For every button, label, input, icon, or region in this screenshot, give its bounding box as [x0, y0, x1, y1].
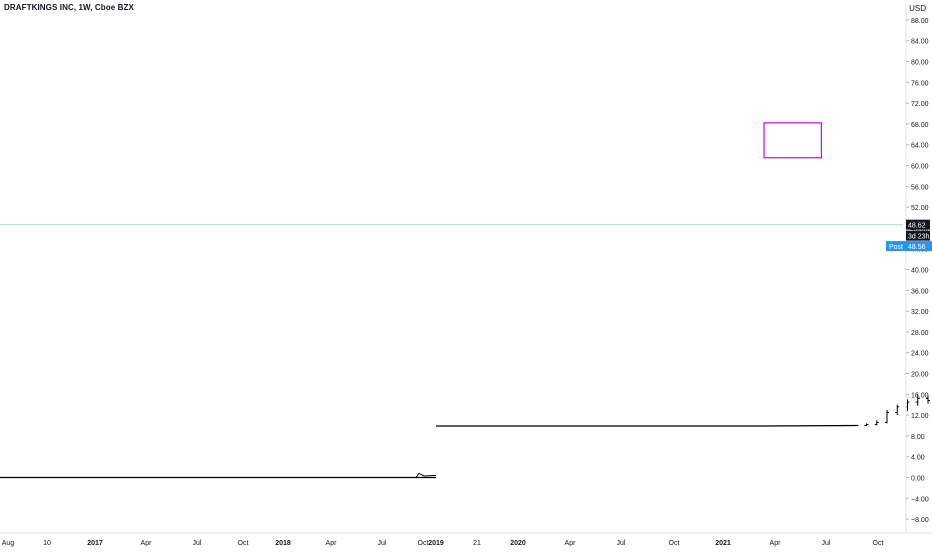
price-bars-layer — [0, 394, 930, 479]
last-price-badge: 48.62 — [906, 219, 930, 230]
countdown-badge: 3d 23h — [906, 230, 930, 241]
post-badge-bg — [886, 241, 932, 252]
x-tick-label: Jul — [378, 540, 387, 547]
symbol-title: DRAFTKINGS INC, 1W, Cboe BZX — [4, 3, 134, 12]
y-tick-label: 0.00 — [911, 476, 925, 483]
y-tick-label: 24.00 — [911, 351, 929, 358]
last-price-badge-bg — [906, 219, 930, 230]
y-tick-label: −8.00 — [911, 517, 929, 524]
post-label: Post — [889, 244, 903, 251]
y-tick-label: 88.00 — [911, 18, 929, 25]
x-tick-label: 2018 — [275, 540, 291, 547]
x-tick-label: Oct — [669, 540, 680, 547]
post-price: 48.56 — [908, 244, 926, 251]
x-tick-label: Apr — [565, 540, 577, 547]
y-tick-label: 20.00 — [911, 372, 929, 379]
x-tick-label: Oct — [873, 540, 884, 547]
y-tick-label: 60.00 — [911, 164, 929, 171]
y-tick-label: 40.00 — [911, 268, 929, 275]
last-price-badge-text: 48.62 — [908, 223, 926, 230]
y-tick-label: 84.00 — [911, 39, 929, 46]
spac-period-line — [763, 424, 859, 427]
y-tick-label: 68.00 — [911, 122, 929, 129]
badge-layer: 48.62 3d 23h Post 48.56 — [886, 219, 932, 252]
x-tick-label: 2019 — [428, 540, 444, 547]
y-tick-label: 76.00 — [911, 80, 929, 87]
x-tick-label: Jul — [193, 540, 202, 547]
y-tick-label: 8.00 — [911, 434, 925, 441]
y-tick-label: 64.00 — [911, 143, 929, 150]
magenta-rectangle-upper[interactable] — [763, 122, 823, 159]
y-tick-label: −4.00 — [911, 496, 929, 503]
x-tick-label: Oct — [238, 540, 249, 547]
x-tick-label: 2020 — [510, 540, 526, 547]
countdown-badge-bg — [906, 230, 930, 241]
x-tick-label: 10 — [43, 540, 51, 547]
y-tick-label: 12.00 — [911, 413, 929, 420]
x-tick-label: 2021 — [715, 540, 731, 547]
y-tick-label: 72.00 — [911, 101, 929, 108]
x-tick-label: Jul — [822, 540, 831, 547]
y-tick-label: 4.00 — [911, 455, 925, 462]
y-tick-label: 36.00 — [911, 288, 929, 295]
x-tick-label: Jul — [617, 540, 626, 547]
countdown-badge-text: 3d 23h — [908, 234, 930, 241]
y-tick-label: 52.00 — [911, 205, 929, 212]
y-tick-label: 28.00 — [911, 330, 929, 337]
x-tick-label: Apr — [326, 540, 338, 547]
x-tick-label: Oct — [418, 540, 429, 547]
y-tick-label: 16.00 — [911, 392, 929, 399]
x-tick-label: Apr — [141, 540, 153, 547]
currency-label[interactable]: USD — [909, 4, 926, 13]
y-tick-label: 32.00 — [911, 309, 929, 316]
y-tick-label: 56.00 — [911, 184, 929, 191]
pre-listing-blip — [415, 472, 437, 478]
post-badge: Post 48.56 — [886, 241, 932, 252]
y-tick-label: 80.00 — [911, 60, 929, 67]
x-tick-label: 2017 — [87, 540, 103, 547]
x-tick-label: Aug — [2, 540, 15, 547]
x-tick-label: Apr — [770, 540, 782, 547]
x-tick-label: 21 — [473, 540, 481, 547]
